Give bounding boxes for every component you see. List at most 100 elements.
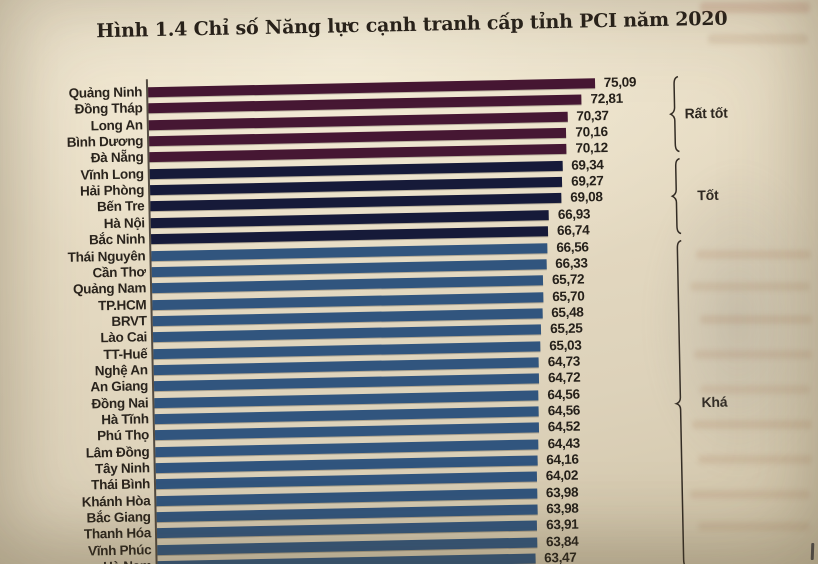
ghost-text-artifact [698, 455, 812, 464]
bar[interactable] [148, 111, 568, 130]
ghost-text-artifact [700, 315, 812, 324]
bar-value-label: 64,56 [547, 386, 580, 402]
province-label: Lào Cai [100, 329, 148, 346]
bar[interactable] [157, 537, 538, 555]
bar-value-label: 64,43 [547, 435, 581, 451]
province-label: Hà Nội [103, 215, 145, 231]
province-label: Tây Ninh [94, 460, 150, 477]
ghost-text-artifact [700, 2, 810, 13]
bar[interactable] [149, 144, 567, 163]
ghost-text-artifact [698, 522, 810, 531]
bar[interactable] [157, 553, 536, 564]
bar[interactable] [152, 291, 544, 310]
province-label: TP.HCM [98, 296, 147, 313]
bar-value-label: 63,91 [546, 517, 579, 533]
province-label: Bến Tre [96, 198, 145, 215]
bar[interactable] [155, 471, 537, 490]
province-label: Thái Nguyên [67, 247, 146, 265]
province-label: Đà Nẵng [90, 149, 144, 166]
province-label: Long An [90, 117, 143, 134]
bar[interactable] [156, 504, 538, 523]
bar-value-label: 66,33 [555, 255, 588, 271]
bar[interactable] [148, 94, 582, 114]
bar-value-label: 65,48 [551, 304, 584, 321]
bar[interactable] [153, 357, 539, 376]
bar-value-label: 65,25 [550, 320, 583, 337]
ghost-text-artifact [694, 350, 812, 359]
province-label: Nghệ An [94, 362, 148, 379]
bar[interactable] [153, 340, 541, 359]
province-label: BRVT [111, 313, 147, 329]
province-label: Hải Phòng [79, 182, 145, 199]
bar-value-label: 63,98 [546, 500, 579, 517]
bar-value-label: 66,56 [556, 238, 589, 255]
bar[interactable] [155, 455, 538, 474]
bar-value-label: 66,74 [556, 222, 590, 239]
province-label: Bắc Ninh [88, 231, 146, 248]
bar[interactable] [156, 520, 538, 539]
bar-value-label: 64,73 [547, 353, 581, 370]
ghost-text-artifact [696, 250, 811, 259]
bar-value-label: 63,47 [544, 549, 577, 564]
bar-value-label: 65,03 [549, 337, 582, 353]
bar[interactable] [149, 160, 563, 179]
bar[interactable] [156, 488, 538, 506]
province-label: Lâm Đồng [85, 443, 150, 461]
bar-value-label: 64,02 [545, 468, 579, 484]
bar-value-label: 66,93 [557, 206, 591, 222]
bar-value-label: 64,52 [547, 418, 581, 435]
bar-value-label: 70,12 [575, 140, 608, 157]
bar[interactable] [153, 373, 540, 392]
bar-value-label: 65,70 [552, 288, 585, 304]
bar[interactable] [150, 193, 562, 212]
page-edge-mark [810, 542, 815, 561]
bar[interactable] [151, 275, 544, 294]
bar-value-label: 63,98 [545, 484, 579, 501]
bar-value-label: 70,37 [576, 107, 609, 124]
bar[interactable] [149, 127, 567, 147]
bar-value-label: 65,72 [551, 271, 585, 288]
ghost-text-artifact [692, 420, 812, 429]
province-label: Bắc Giang [86, 509, 151, 526]
province-label: Quảng Ninh [68, 84, 143, 101]
province-label: Vĩnh Long [80, 166, 144, 183]
province-label: An Giang [90, 378, 149, 395]
bar[interactable] [152, 308, 543, 327]
bar-value-label: 69,34 [571, 156, 604, 173]
province-label: Thái Bình [91, 476, 151, 493]
bar[interactable] [151, 242, 548, 261]
province-label: Đồng Nai [91, 394, 149, 412]
province-label: Hà Tĩnh [101, 411, 149, 428]
province-label: TT-Huế [103, 345, 148, 362]
bar[interactable] [154, 406, 539, 425]
bar[interactable] [152, 324, 542, 343]
bar[interactable] [151, 259, 547, 278]
bar[interactable] [150, 209, 550, 228]
bar-value-label: 64,72 [547, 369, 581, 386]
ghost-text-artifact [700, 385, 810, 394]
bar-value-label: 72,81 [590, 91, 624, 107]
bar[interactable] [154, 390, 539, 408]
bar-value-label: 64,56 [547, 402, 581, 419]
bar-value-label: 75,09 [603, 74, 637, 91]
province-label: Khánh Hòa [81, 492, 151, 510]
paper-shading-blob [618, 110, 818, 530]
bar[interactable] [150, 177, 563, 196]
province-label: Bình Dương [66, 133, 144, 150]
bar[interactable] [154, 422, 539, 441]
bar[interactable] [150, 226, 549, 245]
bar[interactable] [148, 78, 595, 98]
bar-value-label: 69,27 [571, 173, 604, 189]
ghost-text-artifact [690, 490, 810, 499]
ghost-text-artifact [690, 282, 810, 291]
province-label: Phú Thọ [96, 427, 150, 444]
province-label: Đồng Tháp [74, 100, 143, 118]
province-label: Quảng Nam [72, 280, 147, 297]
ghost-text-artifact [708, 34, 808, 44]
province-label: Vĩnh Phúc [87, 542, 152, 559]
bar-value-label: 63,84 [545, 533, 579, 550]
province-label: Cần Thơ [92, 264, 146, 281]
bar[interactable] [155, 439, 539, 457]
bar-value-label: 70,16 [575, 124, 608, 140]
